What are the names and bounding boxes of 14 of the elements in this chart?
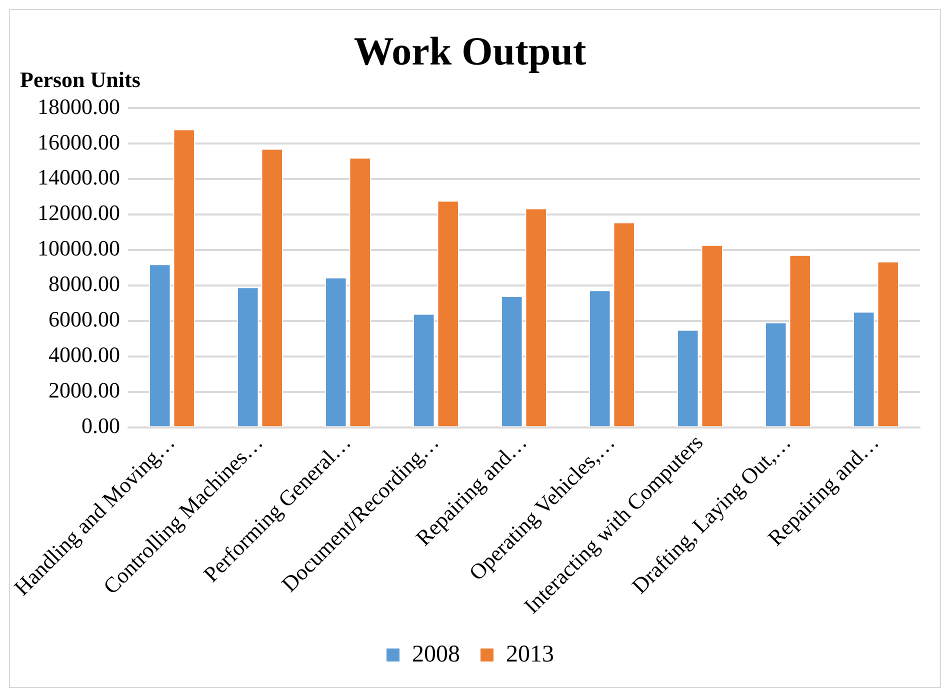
y-tick-label: 18000.00 [37,94,120,119]
y-tick-label: 6000.00 [48,306,120,332]
y-tick-label: 16000.00 [37,129,120,154]
y-tick-label: 12000.00 [37,200,120,226]
chart-title: Work Output [354,28,587,74]
y-tick-label: 0.00 [81,413,120,438]
y-axis-title: Person Units [20,67,141,92]
y-tick-label: 10000.00 [37,236,120,261]
legend-label: 2008 [412,641,460,668]
y-tick-label: 8000.00 [48,271,120,296]
legend-label: 2013 [506,641,554,668]
y-tick-label: 2000.00 [48,378,120,403]
y-tick-label: 4000.00 [48,342,120,368]
y-tick-label: 14000.00 [37,164,120,190]
